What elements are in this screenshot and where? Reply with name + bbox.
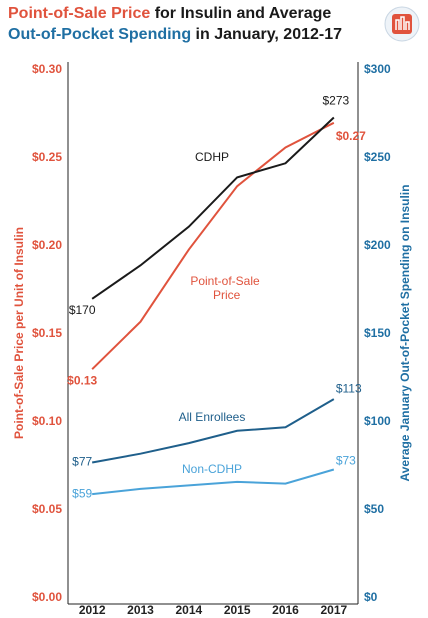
line	[91, 398, 335, 464]
x-tick-label: 2012	[79, 603, 106, 617]
y2-tick-label: $150	[364, 326, 391, 340]
chart-title: Point-of-Sale Price for Insulin and Aver…	[8, 5, 331, 22]
y-tick-label: $0.05	[32, 502, 62, 516]
x-tick-label: 2013	[127, 603, 154, 617]
value-label: $59	[72, 486, 92, 500]
y2-tick-label: $250	[364, 150, 391, 164]
value-label: $113	[336, 381, 362, 395]
y-tick-label: $0.00	[32, 590, 62, 604]
y-tick-label: $0.25	[32, 150, 62, 164]
line	[91, 116, 335, 300]
y-tick-label: $0.10	[32, 414, 62, 428]
chart-title: Out-of-Pocket Spending in January, 2012-…	[8, 26, 342, 43]
value-label: $0.13	[67, 373, 97, 387]
series-label: Non-CDHP	[182, 462, 242, 476]
title-part: Out-of-Pocket Spending	[8, 26, 191, 43]
y2-tick-label: $100	[364, 414, 391, 428]
y-tick-label: $0.30	[32, 62, 62, 76]
line	[92, 468, 335, 496]
series-label: Point-of-Sale Price	[190, 274, 260, 302]
title-part: in January, 2012-17	[191, 26, 342, 43]
y-axis-label: Point-of-Sale Price per Unit of Insulin	[12, 227, 26, 439]
title-part: for Insulin and Average	[150, 5, 331, 22]
x-tick-label: 2017	[320, 603, 347, 617]
y2-axis-label: Average January Out-of-Pocket Spending o…	[398, 185, 412, 482]
y2-tick-label: $0	[364, 590, 378, 604]
x-tick-label: 2016	[272, 603, 299, 617]
series-label: All Enrollees	[179, 410, 246, 424]
x-tick-label: 2015	[224, 603, 251, 617]
y-tick-label: $0.20	[32, 238, 62, 252]
logo	[384, 6, 420, 42]
value-label: $0.27	[336, 129, 366, 143]
y2-tick-label: $200	[364, 238, 391, 252]
series-label: CDHP	[195, 150, 229, 164]
value-label: $170	[69, 303, 96, 317]
line	[91, 121, 335, 370]
x-tick-label: 2014	[175, 603, 202, 617]
value-label: $73	[336, 454, 356, 468]
value-label: $273	[322, 94, 349, 108]
y2-tick-label: $300	[364, 62, 391, 76]
value-label: $77	[72, 455, 92, 469]
y2-tick-label: $50	[364, 502, 384, 516]
title-part: Point-of-Sale Price	[8, 5, 150, 22]
y-tick-label: $0.15	[32, 326, 62, 340]
